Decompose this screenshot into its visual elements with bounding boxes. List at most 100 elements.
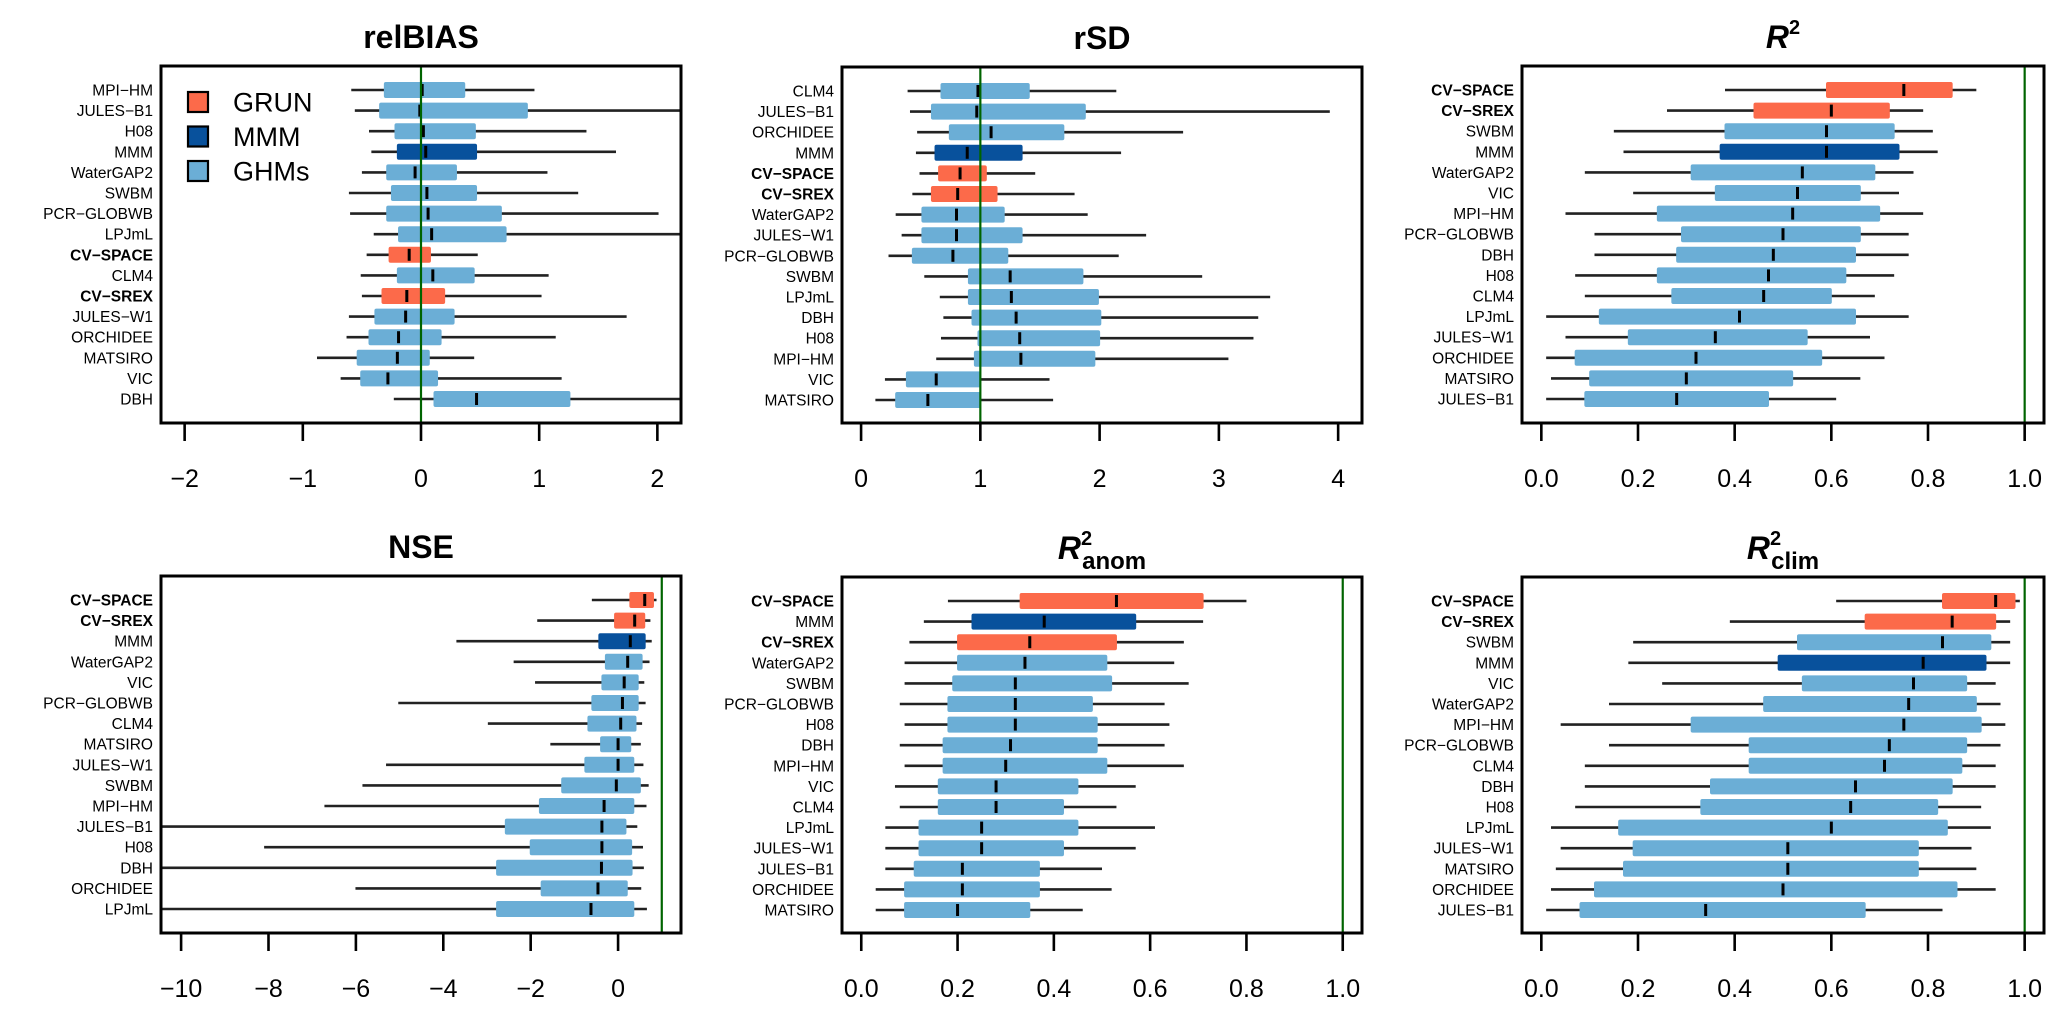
- title-main: NSE: [388, 529, 454, 565]
- box-iqr: [947, 696, 1093, 712]
- x-tick-label: −8: [254, 975, 283, 1003]
- box-iqr: [904, 902, 1031, 918]
- box-iqr: [948, 124, 1065, 141]
- box-row: DBH: [1481, 778, 1996, 796]
- box-iqr: [1777, 654, 1987, 671]
- row-label: CV−SREX: [761, 635, 834, 652]
- box-iqr: [967, 289, 1099, 305]
- row-label: JULES−B1: [1438, 392, 1514, 409]
- row-label: VIC: [127, 371, 153, 388]
- box-iqr: [604, 653, 643, 670]
- row-label: H08: [125, 124, 153, 141]
- box-iqr: [390, 185, 478, 201]
- box-iqr: [584, 756, 635, 773]
- box-iqr: [921, 227, 1023, 244]
- box-iqr: [504, 818, 627, 835]
- row-label: WaterGAP2: [71, 165, 153, 182]
- box-row: VIC: [127, 370, 562, 388]
- x-tick-label: 1.0: [2007, 975, 2042, 1003]
- x-tick-label: 0.6: [1814, 975, 1849, 1003]
- row-label: SWBM: [786, 676, 834, 693]
- box-row: CV−SPACE: [751, 165, 1036, 183]
- row-label: PCR−GLOBWB: [1404, 227, 1514, 244]
- x-tick-label: 3: [1212, 465, 1226, 493]
- row-label: ORCHIDEE: [71, 881, 153, 898]
- row-label: SWBM: [105, 778, 153, 795]
- box-row: LPJmL: [786, 289, 1271, 307]
- row-label: JULES−W1: [753, 841, 834, 858]
- box-iqr: [930, 186, 998, 202]
- x-tick-label: −6: [342, 975, 371, 1003]
- box-row: MMM: [1475, 654, 2011, 672]
- row-label: JULES−B1: [758, 104, 834, 121]
- box-row: CV−SREX: [80, 288, 542, 306]
- row-label: JULES−B1: [77, 819, 153, 836]
- box-row: MMM: [795, 144, 1122, 162]
- box-iqr: [394, 123, 476, 140]
- box-row: JULES−B1: [1438, 391, 1837, 409]
- x-tick-label: 0: [414, 465, 428, 493]
- box-iqr: [374, 308, 455, 325]
- panel-r2clim: R2 clim CV−SPACE CV−SREX SWBM MMM VIC WaterGAP2…: [1404, 528, 2046, 1003]
- box-row: MMM: [114, 633, 652, 651]
- box-row: ORCHIDEE: [752, 124, 1184, 142]
- row-label: JULES−B1: [77, 103, 153, 120]
- row-label: MATSIRO: [1445, 861, 1514, 878]
- box-row: MPI−HM: [1453, 205, 1924, 223]
- panel-title: NSE: [388, 529, 454, 565]
- row-label: LPJmL: [105, 227, 154, 244]
- box-row: MPI−HM: [92, 798, 647, 816]
- row-label: CV−SPACE: [70, 247, 153, 264]
- box-iqr: [942, 757, 1108, 774]
- x-tick-label: 1.0: [1325, 975, 1360, 1003]
- box-iqr: [1724, 123, 1895, 140]
- x-tick-label: 0.0: [844, 975, 879, 1003]
- row-label: SWBM: [786, 269, 834, 286]
- box-iqr: [952, 675, 1113, 692]
- row-label: JULES−B1: [1438, 903, 1514, 920]
- x-tick-label: 0.2: [1621, 975, 1656, 1003]
- box-iqr: [940, 83, 1030, 99]
- title-main: R: [1058, 530, 1081, 566]
- box-iqr: [1748, 737, 1968, 754]
- plot-frame: [1520, 575, 2046, 935]
- legend-label: GRUN: [233, 88, 313, 118]
- box-iqr: [937, 778, 1079, 795]
- legend: GRUN MMM GHMs: [186, 88, 313, 187]
- box-row: H08: [125, 839, 643, 857]
- row-label: LPJmL: [105, 902, 154, 919]
- box-iqr: [1574, 349, 1823, 366]
- row-label: LPJmL: [1466, 820, 1515, 837]
- box-iqr: [934, 144, 1023, 161]
- box-iqr: [1719, 143, 1900, 160]
- box-iqr: [381, 288, 446, 304]
- box-iqr: [1690, 716, 1982, 733]
- row-label: H08: [1486, 268, 1514, 285]
- box-iqr: [1627, 329, 1808, 346]
- x-tick-label: 0.8: [1911, 465, 1946, 493]
- x-axis: −10 −8 −6 −4 −2 0: [160, 933, 625, 1003]
- box-iqr: [977, 330, 1101, 347]
- box-iqr: [379, 102, 528, 119]
- box-iqr: [921, 206, 1005, 223]
- box-row: LPJmL: [105, 901, 647, 919]
- row-label: VIC: [808, 779, 834, 796]
- box-iqr: [398, 226, 507, 243]
- row-label: PCR−GLOBWB: [1404, 738, 1514, 755]
- box-iqr: [1753, 102, 1890, 119]
- box-row: H08: [1486, 799, 1982, 817]
- box-iqr: [905, 371, 981, 388]
- row-label: WaterGAP2: [752, 207, 834, 224]
- x-tick-label: −2: [516, 975, 545, 1003]
- row-label: DBH: [120, 860, 153, 877]
- panel-relbias: relBIAS MPI−HM JULES−B1 H08 MMM WaterGAP2 SWBM…: [43, 19, 683, 493]
- x-tick-label: 0.0: [1524, 465, 1559, 493]
- x-tick-label: 0.4: [1717, 465, 1752, 493]
- x-axis: 0.0 0.2 0.4 0.6 0.8 1.0: [1524, 423, 2042, 493]
- box-row: ORCHIDEE: [1432, 349, 1885, 367]
- x-tick-label: 0: [611, 975, 625, 1003]
- box-row: SWBM: [105, 185, 579, 203]
- box-row: SWBM: [1466, 634, 2011, 652]
- box-iqr: [540, 880, 628, 897]
- box-row: H08: [125, 123, 587, 141]
